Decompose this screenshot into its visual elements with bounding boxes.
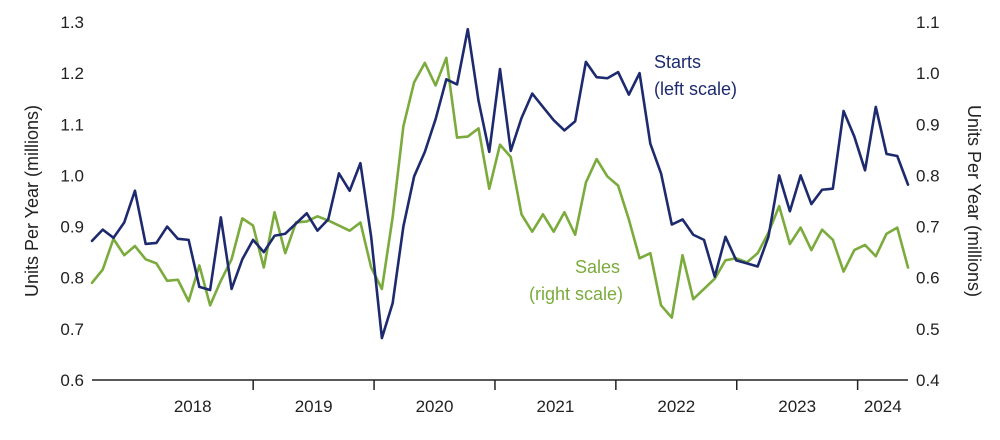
x-axis-ticks: 2018 2019 2020 2021 2022 2023 2024	[174, 380, 902, 416]
left-tick-label: 0.7	[60, 320, 84, 339]
sales-annotation-scale: (right scale)	[529, 284, 623, 304]
right-tick-label: 0.9	[916, 115, 940, 134]
right-tick-label: 0.4	[916, 371, 940, 390]
x-tick-label: 2022	[657, 397, 695, 416]
left-axis-title: Units Per Year (millions)	[22, 105, 42, 297]
x-tick-label: 2021	[536, 397, 574, 416]
x-tick-label: 2024	[864, 397, 902, 416]
right-axis-title: Units Per Year (millions)	[964, 105, 984, 297]
left-tick-label: 0.8	[60, 269, 84, 288]
right-tick-label: 0.6	[916, 269, 940, 288]
right-tick-label: 1.1	[916, 13, 940, 32]
sales-annotation: Sales (right scale)	[529, 257, 625, 304]
starts-annotation-name: Starts	[654, 52, 701, 72]
right-tick-label: 0.8	[916, 166, 940, 185]
left-tick-label: 0.6	[60, 371, 84, 390]
right-tick-label: 0.7	[916, 218, 940, 237]
series-layer	[90, 27, 910, 340]
starts-series-line	[90, 27, 910, 340]
sales-annotation-name: Sales	[575, 257, 620, 277]
left-tick-label: 1.1	[60, 115, 84, 134]
left-tick-label: 1.0	[60, 166, 84, 185]
x-tick-label: 2023	[778, 397, 816, 416]
right-tick-label: 1.0	[916, 64, 940, 83]
right-tick-label: 0.5	[916, 320, 940, 339]
left-axis-ticks: 0.6 0.7 0.8 0.9 1.0 1.1 1.2 1.3	[60, 13, 84, 390]
right-axis-ticks: 0.4 0.5 0.6 0.7 0.8 0.9 1.0 1.1	[916, 13, 940, 390]
x-tick-label: 2019	[295, 397, 333, 416]
left-tick-label: 0.9	[60, 218, 84, 237]
x-tick-label: 2018	[174, 397, 212, 416]
x-tick-label: 2020	[416, 397, 454, 416]
left-tick-label: 1.3	[60, 13, 84, 32]
sales-series-line	[90, 56, 910, 319]
starts-annotation-scale: (left scale)	[654, 79, 737, 99]
starts-annotation: Starts (left scale)	[654, 52, 737, 99]
left-tick-label: 1.2	[60, 64, 84, 83]
